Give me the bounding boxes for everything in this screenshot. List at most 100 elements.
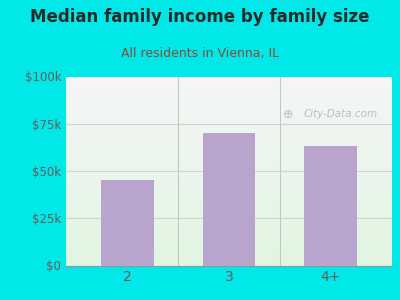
Bar <box>66 206 392 207</box>
Bar <box>66 233 392 234</box>
Bar <box>66 218 392 219</box>
Bar <box>66 83 392 84</box>
Bar <box>66 122 392 123</box>
Bar <box>66 187 392 188</box>
Bar <box>66 226 392 227</box>
Bar <box>202 133 256 266</box>
Bar <box>66 165 392 166</box>
Bar <box>66 163 392 164</box>
Bar <box>66 199 392 200</box>
Bar <box>66 238 392 239</box>
Bar <box>66 221 392 222</box>
Bar <box>66 252 392 253</box>
Bar <box>66 213 392 214</box>
Bar <box>66 193 392 194</box>
Bar <box>66 102 392 103</box>
Bar <box>66 85 392 86</box>
Bar <box>66 229 392 230</box>
Bar <box>66 113 392 114</box>
Bar <box>66 114 392 115</box>
Bar <box>66 264 392 265</box>
Bar <box>66 215 392 216</box>
Bar <box>66 257 392 258</box>
Bar <box>66 205 392 206</box>
Bar <box>66 156 392 157</box>
Bar <box>66 197 392 198</box>
Bar <box>66 87 392 88</box>
Text: All residents in Vienna, IL: All residents in Vienna, IL <box>121 46 279 59</box>
Bar <box>66 204 392 205</box>
Bar <box>66 191 392 192</box>
Bar <box>66 138 392 139</box>
Bar <box>66 166 392 167</box>
Bar <box>66 223 392 224</box>
Bar <box>66 101 392 102</box>
Bar <box>66 249 392 250</box>
Bar <box>66 120 392 121</box>
Bar <box>66 164 392 165</box>
Bar <box>66 124 392 125</box>
Bar <box>66 89 392 90</box>
Bar <box>66 161 392 163</box>
Bar <box>66 179 392 180</box>
Bar <box>66 134 392 135</box>
Bar <box>66 129 392 130</box>
Bar <box>66 90 392 91</box>
Bar <box>66 116 392 117</box>
Bar <box>66 119 392 120</box>
Bar <box>66 92 392 93</box>
Bar <box>66 159 392 160</box>
Bar <box>66 118 392 119</box>
Bar <box>66 112 392 113</box>
Bar <box>66 228 392 229</box>
Bar <box>66 230 392 232</box>
Bar <box>66 104 392 105</box>
Bar <box>66 172 392 173</box>
Bar <box>66 235 392 236</box>
Bar <box>66 135 392 136</box>
Bar <box>66 201 392 202</box>
Bar <box>66 100 392 101</box>
Bar <box>66 207 392 208</box>
Bar <box>66 240 392 241</box>
Bar <box>66 188 392 189</box>
Bar <box>66 200 392 201</box>
Bar <box>66 155 392 156</box>
Bar <box>66 160 392 161</box>
Bar <box>66 171 392 172</box>
Bar <box>66 146 392 147</box>
Bar <box>66 256 392 257</box>
Bar <box>66 132 392 133</box>
Bar <box>66 248 392 249</box>
Bar <box>66 234 392 235</box>
Bar <box>66 250 392 251</box>
Bar <box>66 258 392 259</box>
Bar <box>66 265 392 266</box>
Bar <box>66 140 392 141</box>
Text: ⊕: ⊕ <box>282 108 293 121</box>
Bar <box>66 192 392 193</box>
Bar <box>66 232 392 233</box>
Bar <box>66 227 392 228</box>
Bar <box>66 88 392 89</box>
Bar <box>66 220 392 221</box>
Bar <box>66 99 392 100</box>
Bar <box>66 182 392 183</box>
Bar <box>66 97 392 98</box>
Bar <box>66 139 392 140</box>
Bar <box>66 160 392 161</box>
Bar <box>66 184 392 185</box>
Bar <box>66 259 392 260</box>
Bar <box>66 242 392 243</box>
Bar <box>66 84 392 85</box>
Bar <box>66 224 392 225</box>
Bar <box>66 167 392 168</box>
Bar <box>66 103 392 104</box>
Bar <box>304 146 357 266</box>
Bar <box>66 115 392 116</box>
Bar <box>66 141 392 142</box>
Bar <box>66 117 392 118</box>
Bar <box>66 149 392 150</box>
Bar <box>66 190 392 191</box>
Bar <box>66 170 392 171</box>
